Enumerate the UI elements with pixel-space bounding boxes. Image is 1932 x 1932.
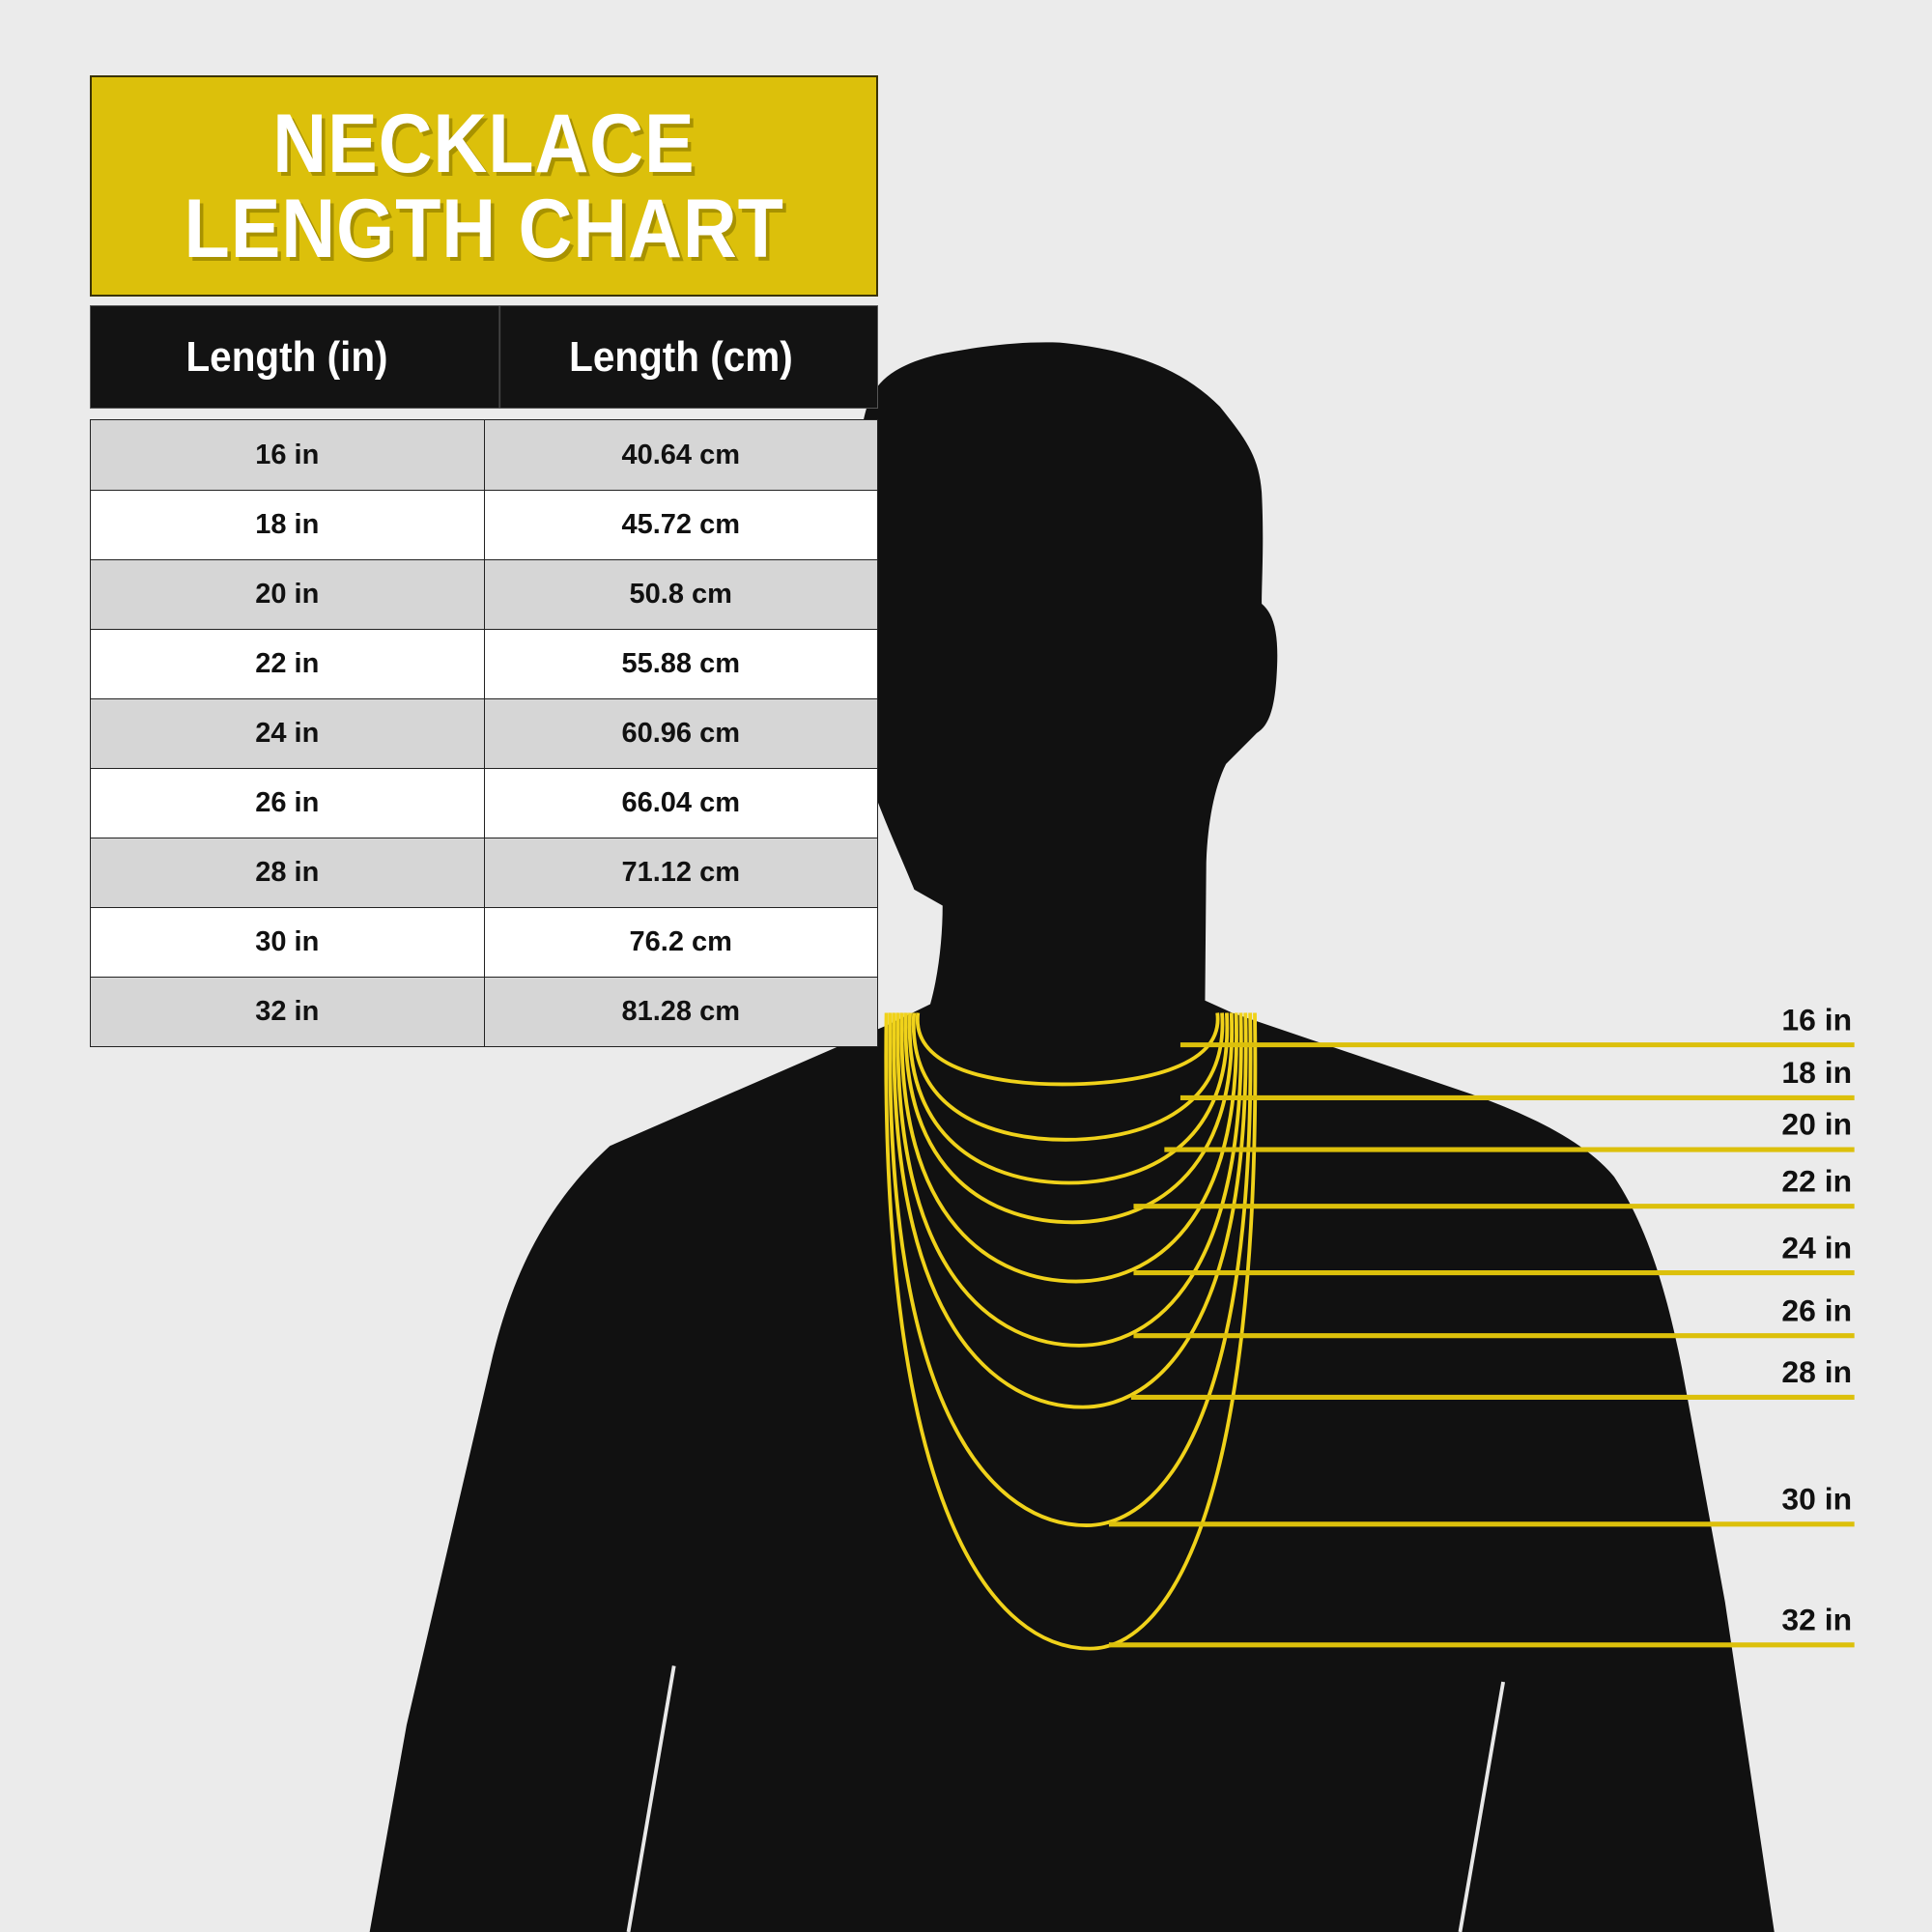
marker-label: 32 in — [1781, 1602, 1852, 1636]
necklace-chain-22in — [903, 1012, 1235, 1225]
length-table: 16 in 40.64 cm 18 in 45.72 cm 20 in 50.8 cm 22… — [90, 419, 878, 1047]
title-banner: NECKLACE LENGTH CHART — [90, 75, 878, 297]
marker-label: 30 in — [1781, 1481, 1852, 1516]
necklace-chain-20in — [907, 1012, 1230, 1185]
table-row: 16 in 40.64 cm — [91, 420, 877, 490]
cell-cm: 50.8 cm — [483, 560, 878, 629]
cell-cm: 40.64 cm — [483, 420, 878, 490]
cell-inches: 16 in — [255, 439, 320, 470]
title-line-2: LENGTH CHART — [184, 182, 784, 275]
table-row: 20 in 50.8 cm — [91, 559, 877, 629]
table-header: Length (in) Length (cm) — [90, 305, 878, 409]
marker-label: 28 in — [1781, 1354, 1852, 1389]
table-row: 28 in 71.12 cm — [91, 838, 877, 907]
table-row: 24 in 60.96 cm — [91, 698, 877, 768]
cell-inches: 24 in — [255, 718, 320, 749]
marker-label: 26 in — [1781, 1293, 1852, 1327]
cell-inches: 28 in — [255, 857, 320, 888]
necklace-chain-28in — [892, 1012, 1248, 1409]
necklace-chain-30in — [888, 1012, 1253, 1527]
table-row: 30 in 76.2 cm — [91, 907, 877, 977]
table-row: 32 in 81.28 cm — [91, 977, 877, 1046]
column-header-cm: Length (cm) — [498, 306, 861, 408]
cell-inches: 26 in — [255, 787, 320, 818]
table-row: 18 in 45.72 cm — [91, 490, 877, 559]
cell-cm: 45.72 cm — [483, 491, 878, 559]
cell-cm: 60.96 cm — [483, 699, 878, 768]
left-arm-contour — [626, 1665, 676, 1932]
column-header-inches: Length (in) — [185, 332, 388, 381]
necklace-chain-24in — [899, 1012, 1238, 1284]
cell-cm: 55.88 cm — [483, 630, 878, 698]
cell-inches: 22 in — [255, 648, 320, 679]
length-markers: 16 in 18 in 20 in 22 in 24 in 26 in 28 in 30 in… — [1108, 1002, 1855, 1648]
cell-cm: 76.2 cm — [483, 908, 878, 977]
marker-label: 24 in — [1781, 1230, 1852, 1264]
cell-inches: 20 in — [255, 579, 320, 610]
marker-label: 18 in — [1781, 1055, 1852, 1090]
cell-inches: 30 in — [255, 926, 320, 957]
cell-cm: 66.04 cm — [483, 769, 878, 838]
marker-label: 16 in — [1781, 1002, 1852, 1037]
right-arm-contour — [1458, 1681, 1506, 1932]
cell-inches: 32 in — [255, 996, 320, 1027]
cell-cm: 81.28 cm — [483, 978, 878, 1046]
cell-cm: 71.12 cm — [483, 838, 878, 907]
table-row: 26 in 66.04 cm — [91, 768, 877, 838]
marker-label: 22 in — [1781, 1163, 1852, 1198]
necklace-chain-18in — [911, 1012, 1225, 1142]
cell-inches: 18 in — [255, 509, 320, 540]
table-row: 22 in 55.88 cm — [91, 629, 877, 698]
necklace-chain-26in — [895, 1012, 1243, 1348]
necklace-chain-16in — [916, 1012, 1220, 1087]
marker-label: 20 in — [1781, 1107, 1852, 1142]
person-silhouette — [369, 342, 1775, 1932]
title-line-1: NECKLACE — [272, 97, 696, 190]
